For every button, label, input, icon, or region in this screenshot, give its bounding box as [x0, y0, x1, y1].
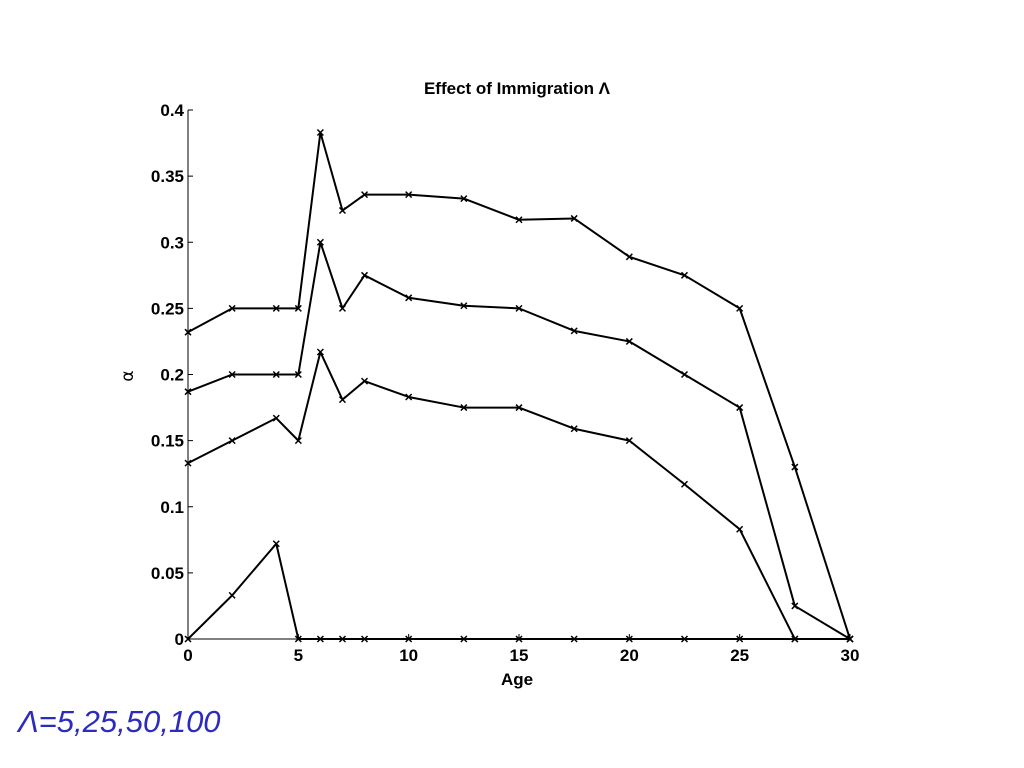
- data-point-marker: [625, 635, 633, 643]
- data-point-marker: [338, 304, 346, 312]
- data-point-marker: [361, 635, 369, 643]
- y-tick-label: 0.25: [151, 299, 184, 318]
- data-point-marker: [680, 480, 689, 488]
- data-point-marker: [184, 388, 192, 396]
- data-point-marker: [460, 195, 468, 203]
- data-point-marker: [680, 635, 689, 643]
- data-point-marker: [184, 459, 192, 467]
- data-point-marker: [338, 206, 346, 215]
- data-point-marker: [515, 635, 523, 643]
- x-tick-label: 15: [510, 646, 529, 665]
- data-point-marker: [338, 396, 346, 404]
- data-point-marker: [736, 404, 744, 412]
- x-tick-label: 5: [294, 646, 303, 665]
- data-point-marker: [316, 238, 324, 246]
- data-point-marker: [680, 271, 689, 279]
- data-point-marker: [361, 377, 369, 385]
- series-line: [187, 131, 851, 640]
- x-tick-label: 30: [841, 646, 860, 665]
- data-point-marker: [736, 304, 744, 312]
- y-tick-label: 0.05: [151, 564, 184, 583]
- data-point-marker: [272, 540, 280, 548]
- y-tick-label: 0.3: [160, 233, 184, 252]
- series-4: [184, 128, 854, 643]
- data-point-marker: [570, 327, 578, 335]
- data-point-marker: [405, 635, 413, 643]
- x-tick-label: 20: [620, 646, 639, 665]
- x-tick-label: 0: [183, 646, 192, 665]
- series-2: [184, 348, 854, 643]
- data-point-marker: [846, 635, 854, 643]
- data-point-marker: [361, 191, 369, 199]
- data-point-marker: [294, 304, 302, 312]
- data-point-marker: [515, 216, 523, 224]
- data-point-marker: [272, 370, 280, 379]
- data-point-marker: [405, 191, 413, 199]
- y-tick-label: 0.15: [151, 432, 184, 451]
- lambda-caption: Λ=5,25,50,100: [18, 704, 221, 739]
- data-point-marker: [625, 437, 633, 445]
- y-tick-label: 0.2: [160, 366, 184, 385]
- axes: 0 5 10 15 20 25 30 0 0.05 0.1 0.15 0.2 0.25 0.3 0.35 0.…: [151, 101, 860, 665]
- y-tick-label: 0.1: [160, 498, 184, 517]
- y-tick-label: 0.35: [151, 167, 184, 186]
- series-layer: [184, 128, 854, 643]
- data-point-marker: [338, 635, 346, 643]
- data-point-marker: [405, 393, 413, 401]
- data-point-marker: [791, 635, 799, 643]
- data-point-marker: [405, 294, 413, 302]
- data-point-marker: [228, 304, 236, 312]
- data-point-marker: [515, 304, 523, 312]
- data-point-marker: [791, 463, 799, 471]
- data-point-marker: [361, 271, 369, 279]
- data-point-marker: [272, 304, 280, 312]
- data-point-marker: [184, 328, 192, 336]
- series-line: [187, 241, 851, 640]
- data-point-marker: [570, 425, 578, 433]
- data-point-marker: [316, 635, 324, 643]
- chart-title: Effect of Immigration Λ: [424, 79, 611, 98]
- data-point-marker: [294, 370, 302, 379]
- series-line: [187, 351, 850, 640]
- data-point-marker: [184, 635, 192, 643]
- y-tick-label: 0: [175, 630, 184, 649]
- data-point-marker: [316, 128, 324, 137]
- data-point-marker: [316, 348, 324, 356]
- data-point-marker: [460, 404, 468, 412]
- data-point-marker: [625, 253, 633, 261]
- data-point-marker: [680, 370, 689, 379]
- y-axis-label: α: [118, 370, 138, 381]
- data-point-marker: [460, 635, 468, 643]
- data-point-marker: [228, 591, 236, 599]
- series-3: [184, 238, 854, 643]
- data-point-marker: [570, 214, 578, 222]
- x-tick-label: 25: [730, 646, 749, 665]
- x-tick-label: 10: [399, 646, 418, 665]
- data-point-marker: [228, 437, 236, 445]
- data-point-marker: [570, 635, 578, 643]
- series-line: [187, 542, 850, 640]
- data-point-marker: [294, 437, 302, 445]
- data-point-marker: [294, 635, 302, 643]
- y-tick-label: 0.4: [160, 101, 184, 120]
- data-point-marker: [460, 302, 468, 310]
- data-point-marker: [272, 414, 280, 422]
- data-point-marker: [625, 337, 633, 345]
- data-point-marker: [736, 635, 744, 643]
- data-point-marker: [736, 525, 744, 533]
- data-point-marker: [515, 404, 523, 412]
- data-point-marker: [791, 602, 799, 610]
- data-point-marker: [228, 370, 236, 379]
- x-axis-label: Age: [501, 670, 533, 689]
